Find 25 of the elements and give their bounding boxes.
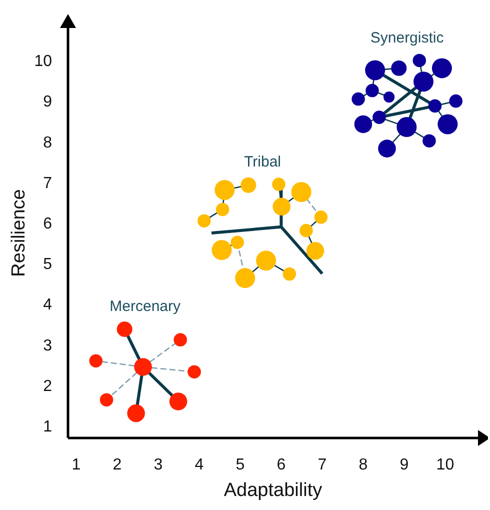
y-tick-label: 8 bbox=[43, 134, 52, 152]
y-axis-title: Resilience bbox=[8, 189, 30, 277]
y-tick-label: 9 bbox=[43, 94, 52, 111]
y-tick-label: 3 bbox=[43, 337, 52, 354]
x-tick-label: 2 bbox=[112, 456, 122, 474]
y-tick-label: 5 bbox=[43, 256, 52, 274]
x-tick-label: 5 bbox=[236, 456, 245, 474]
y-tick-label: 6 bbox=[43, 216, 52, 233]
y-tick-label: 2 bbox=[43, 378, 52, 395]
y-tick-label: 7 bbox=[43, 174, 52, 192]
y-tick-label: 10 bbox=[34, 53, 52, 70]
x-tick-label: 4 bbox=[194, 456, 204, 474]
y-tick-label: 1 bbox=[43, 418, 52, 436]
x-tick-label: 7 bbox=[318, 456, 327, 474]
x-tick-label: 9 bbox=[400, 456, 409, 474]
series-label: Synergistic bbox=[370, 29, 444, 46]
series-label: Mercenary bbox=[110, 298, 182, 316]
x-tick-label: 6 bbox=[276, 456, 286, 474]
x-tick-label: 8 bbox=[358, 456, 368, 474]
x-tick-label: 1 bbox=[72, 456, 81, 474]
y-tick-label: 4 bbox=[43, 296, 52, 314]
x-tick-label: 10 bbox=[436, 456, 454, 474]
x-axis-title: Adaptability bbox=[224, 480, 323, 501]
series-label: Tribal bbox=[244, 153, 282, 170]
x-tick-label: 3 bbox=[154, 456, 163, 474]
